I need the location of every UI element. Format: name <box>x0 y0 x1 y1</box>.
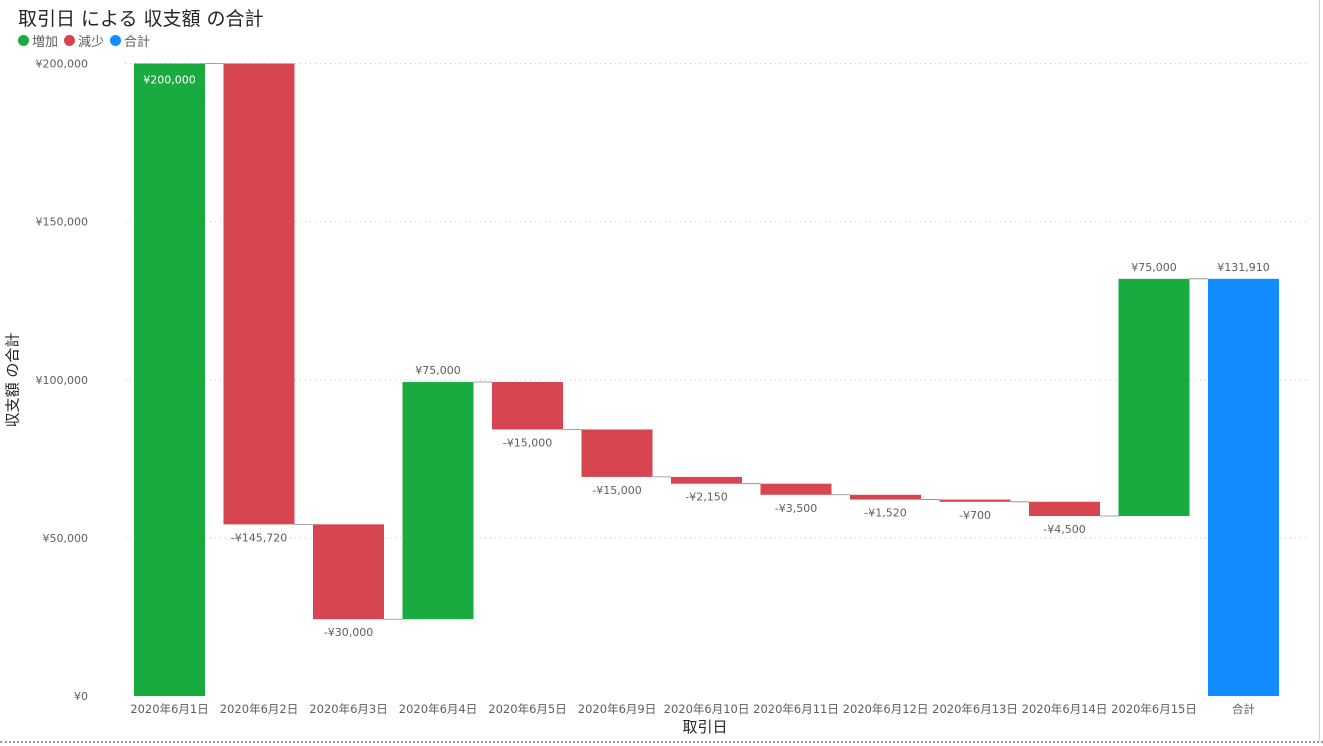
waterfall-bar[interactable] <box>581 429 653 477</box>
waterfall-bar[interactable] <box>1029 501 1100 517</box>
x-tick-label: 2020年6月13日 <box>932 702 1018 716</box>
waterfall-bar[interactable] <box>1208 278 1279 696</box>
legend-label-increase: 増加 <box>32 35 59 50</box>
y-tick-label: ¥0 <box>74 690 88 703</box>
data-label: -¥30,000 <box>324 626 373 639</box>
data-label: -¥3,500 <box>775 502 817 515</box>
x-tick-label: 2020年6月12日 <box>843 702 929 716</box>
waterfall-bar[interactable] <box>850 494 921 500</box>
legend-swatch-increase <box>18 35 29 46</box>
data-label: -¥2,150 <box>685 491 727 504</box>
data-label: -¥700 <box>959 509 991 522</box>
waterfall-bar[interactable] <box>402 382 474 620</box>
data-label: -¥1,520 <box>864 507 906 520</box>
x-tick-label: 2020年6月5日 <box>488 702 566 716</box>
x-tick-label: 合計 <box>1232 702 1255 716</box>
data-label: ¥200,000 <box>143 74 196 87</box>
chart-title: 取引日 による 収支額 の合計 <box>18 8 264 30</box>
data-label: ¥75,000 <box>1131 261 1177 274</box>
x-tick-label: 2020年6月3日 <box>309 702 387 716</box>
data-label: -¥145,720 <box>231 531 287 544</box>
waterfall-bar[interactable] <box>223 63 295 525</box>
legend-item-total[interactable]: 合計 <box>110 31 150 50</box>
legend-label-decrease: 減少 <box>78 35 105 50</box>
y-tick-label: ¥100,000 <box>36 374 89 387</box>
x-tick-label: 2020年6月11日 <box>753 702 839 716</box>
y-tick-label: ¥150,000 <box>36 216 89 229</box>
bottom-divider <box>0 741 1323 743</box>
x-tick-label: 2020年6月4日 <box>399 702 477 716</box>
x-axis-title: 取引日 <box>682 718 728 736</box>
x-tick-label: 2020年6月2日 <box>220 702 298 716</box>
legend-item-increase[interactable]: 増加 <box>18 31 58 50</box>
waterfall-bar[interactable] <box>492 382 563 430</box>
waterfall-bar[interactable] <box>939 499 1011 502</box>
waterfall-bar[interactable] <box>671 476 742 484</box>
y-tick-label: ¥200,000 <box>36 58 89 71</box>
data-label: -¥15,000 <box>592 484 641 497</box>
x-tick-label: 2020年6月15日 <box>1111 702 1197 716</box>
waterfall-bar[interactable] <box>313 524 384 620</box>
waterfall-bar[interactable] <box>760 483 832 495</box>
legend-label-total: 合計 <box>124 35 151 50</box>
data-label: ¥131,910 <box>1217 261 1270 274</box>
data-label: -¥4,500 <box>1043 523 1085 536</box>
legend-item-decrease[interactable]: 減少 <box>64 31 104 50</box>
x-tick-label: 2020年6月9日 <box>578 702 656 716</box>
legend-swatch-total <box>110 35 122 46</box>
data-label: ¥75,000 <box>415 364 461 377</box>
x-tick-label: 2020年6月10日 <box>664 702 750 716</box>
y-tick-label: ¥50,000 <box>43 532 89 545</box>
x-tick-label: 2020年6月14日 <box>1022 702 1108 716</box>
data-label: -¥15,000 <box>503 436 552 449</box>
waterfall-bar[interactable] <box>1118 278 1190 517</box>
waterfall-bar[interactable] <box>134 63 205 697</box>
legend[interactable]: 増加 減少 合計 <box>18 31 156 50</box>
legend-swatch-decrease <box>64 35 76 46</box>
x-tick-label: 2020年6月1日 <box>130 702 208 716</box>
